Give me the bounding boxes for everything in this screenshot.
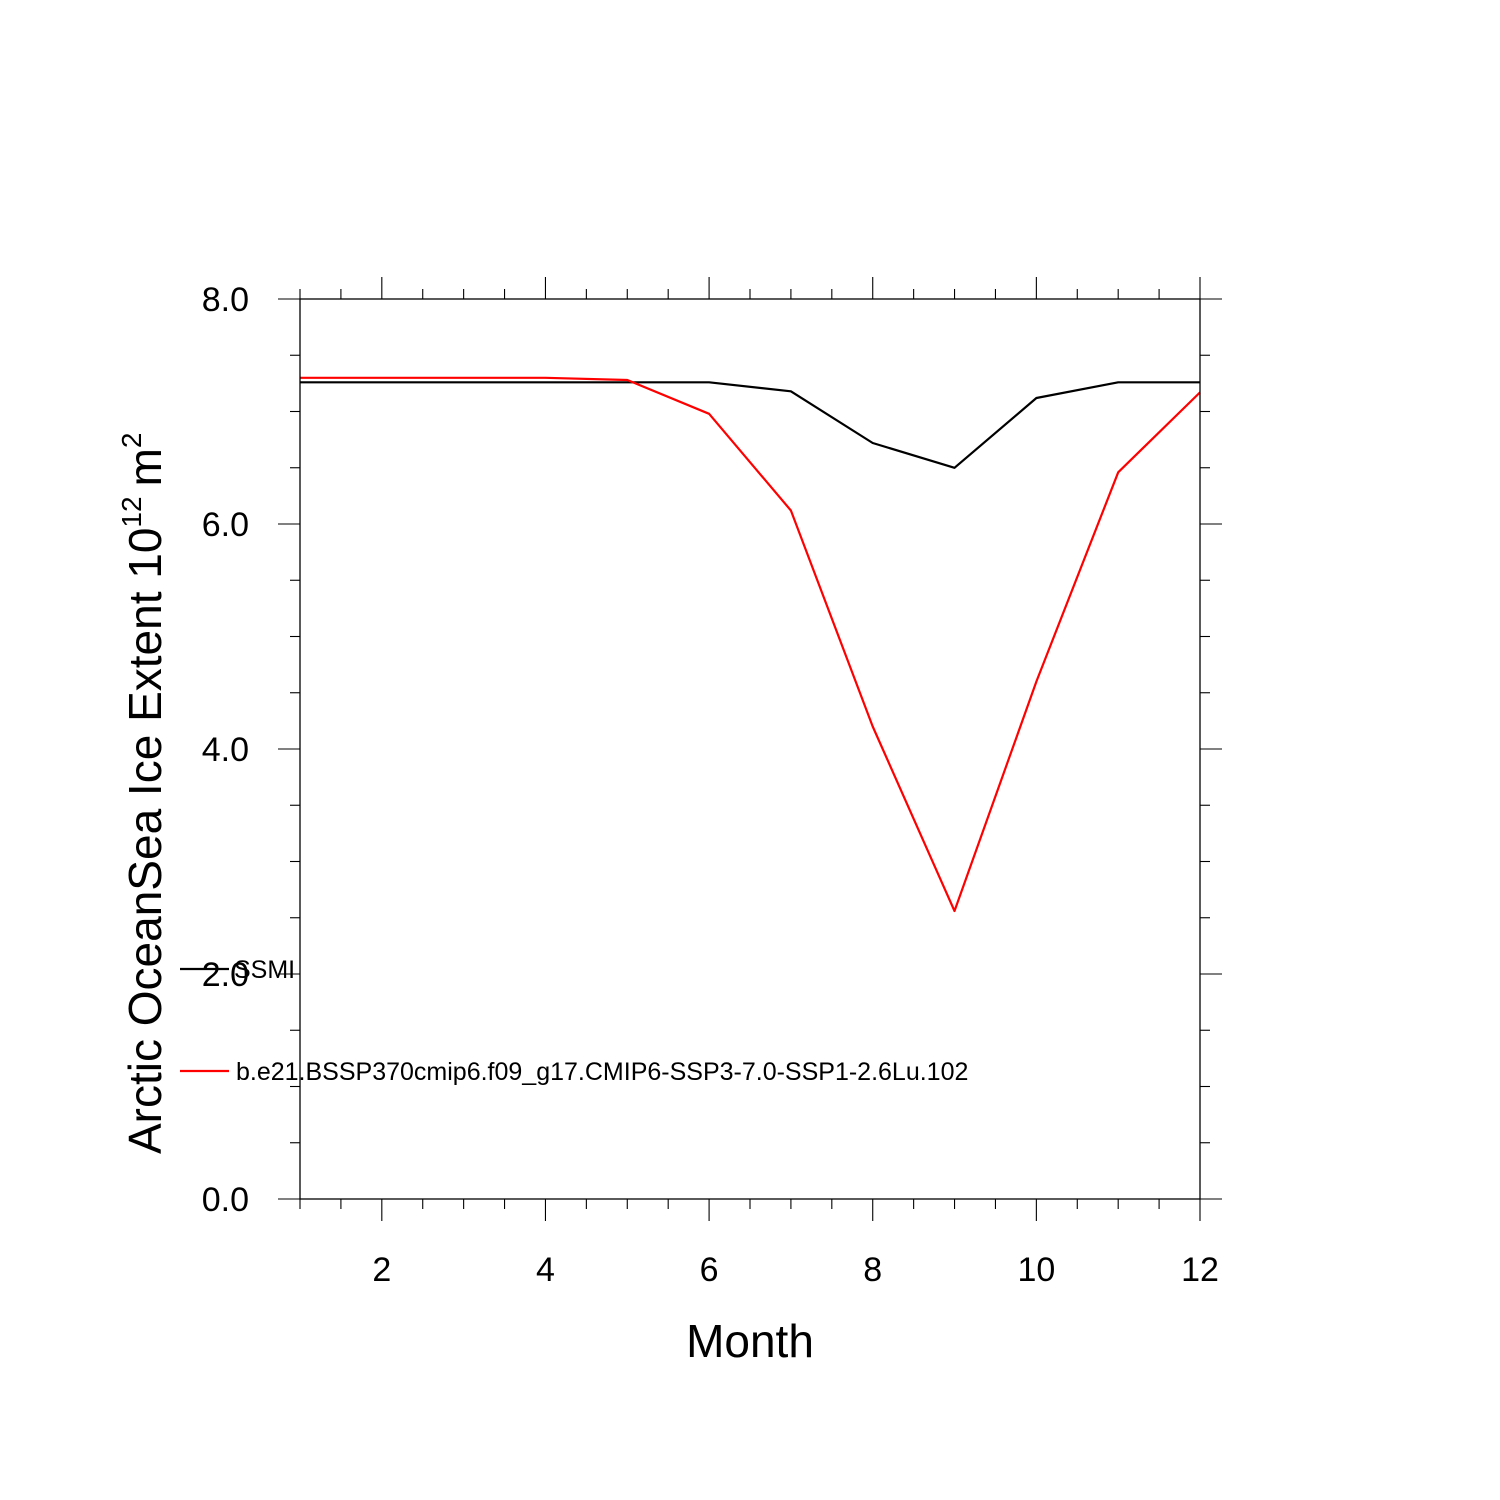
axis-ticks	[278, 277, 1222, 1221]
x-tick-label: 8	[863, 1251, 882, 1289]
y-tick-label: 2.0	[202, 956, 249, 994]
series-layer	[300, 376, 1201, 913]
y-axis-title: Arctic OceanSea Ice Extent 1012 m2	[116, 433, 171, 1155]
legend: SSMI b.e21.BSSP370cmip6.f09_g17.CMIP6-SSP…	[180, 956, 968, 1086]
plot-frame	[299, 298, 1201, 1200]
x-tick-label: 6	[700, 1251, 719, 1289]
series-line	[300, 376, 1201, 913]
legend-label: b.e21.BSSP370cmip6.f09_g17.CMIP6-SSP3-7.…	[236, 1058, 968, 1086]
y-tick-label: 4.0	[202, 731, 249, 769]
y-tick-label: 0.0	[202, 1181, 249, 1219]
series-line	[300, 381, 1200, 469]
y-axis-title-unit-exponent: 2	[116, 433, 147, 449]
x-tick-label: 12	[1181, 1251, 1219, 1289]
legend-label: SSMI	[234, 956, 295, 984]
x-tick-label: 10	[1017, 1251, 1055, 1289]
y-tick-label: 6.0	[202, 506, 249, 544]
y-axis-title-exponent: 12	[116, 496, 147, 527]
tick-labels: 2 4 6 8 10 12 0.0 2.0 4.0 6.0 8.0	[202, 281, 1219, 1289]
x-tick-label: 4	[536, 1251, 555, 1289]
y-axis-title-main: Arctic OceanSea Ice Extent 10	[119, 528, 171, 1154]
y-tick-label: 8.0	[202, 281, 249, 319]
x-axis-title: Month	[686, 1315, 814, 1367]
x-tick-label: 2	[372, 1251, 391, 1289]
y-axis-title-unit: m	[119, 448, 171, 486]
